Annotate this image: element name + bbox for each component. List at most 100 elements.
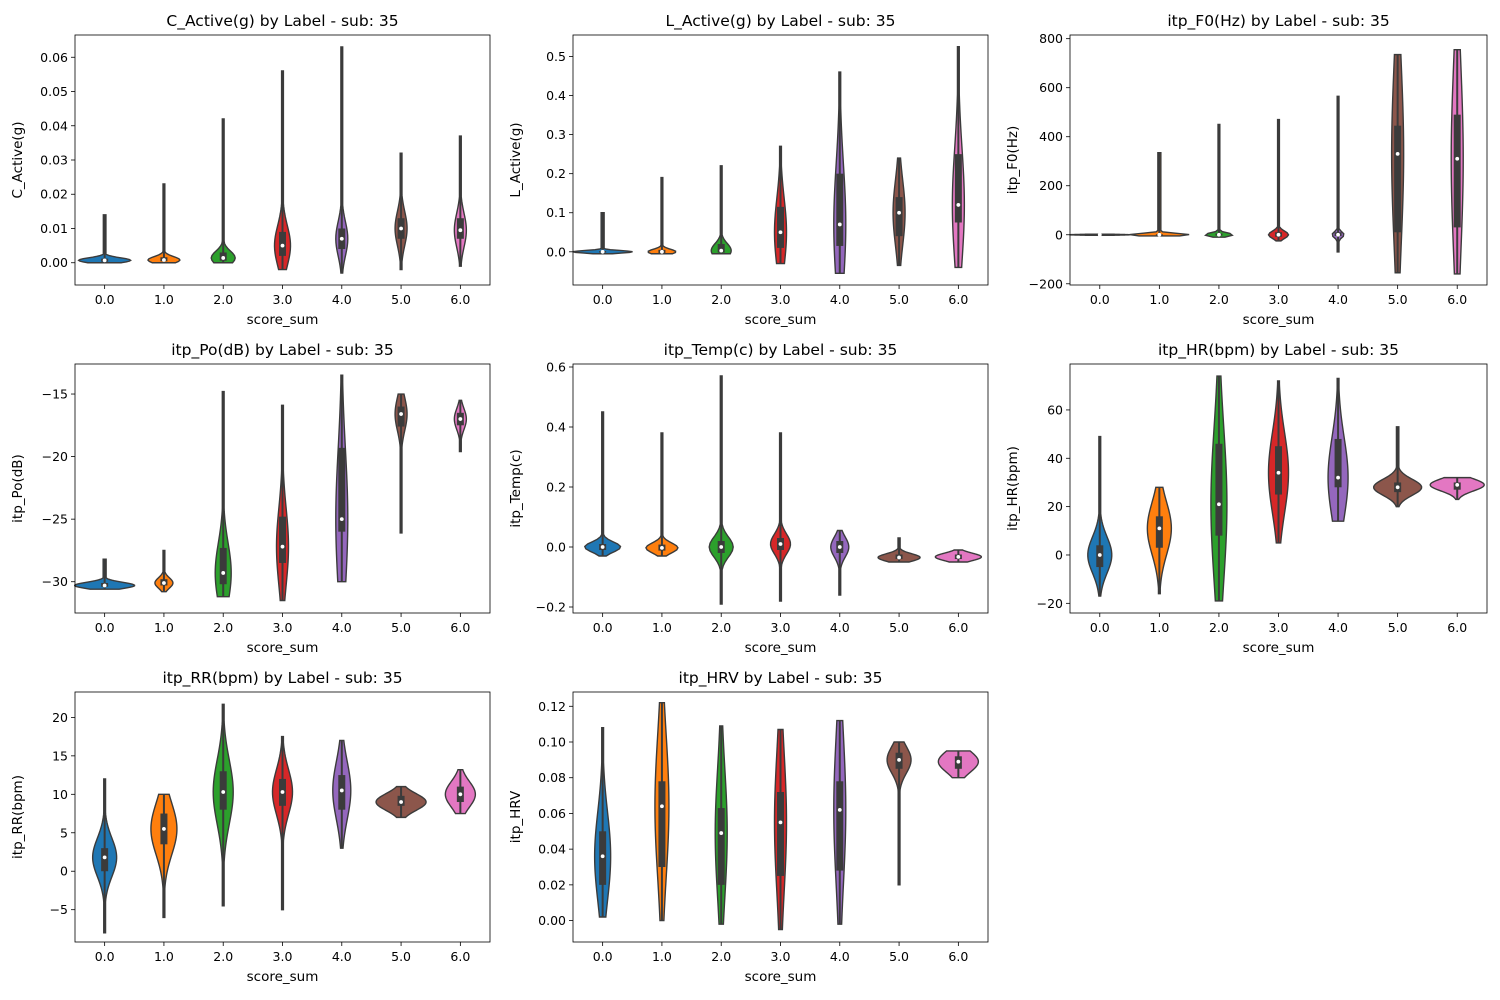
- y-tick-label: 200: [1039, 178, 1063, 193]
- median-dot: [280, 790, 285, 794]
- x-tick-label: 2.0: [1209, 292, 1229, 307]
- median-dot: [280, 243, 285, 248]
- x-tick-label: 3.0: [771, 620, 791, 635]
- y-tick-label: −20: [1037, 596, 1063, 611]
- x-axis-label: score_sum: [745, 312, 817, 328]
- y-tick-label: 10: [52, 787, 68, 802]
- x-tick-label: 2.0: [1209, 620, 1229, 635]
- x-tick-label: 1.0: [1149, 620, 1169, 635]
- subplot-1: C_Active(g) by Label - sub: 35 0.00 0.01 0.…: [10, 12, 491, 328]
- y-tick-label: −20: [42, 449, 68, 464]
- y-tick-label: 0.02: [538, 877, 566, 892]
- y-tick-label: 0.05: [40, 84, 68, 99]
- y-tick-label: 0.0: [546, 244, 566, 259]
- y-tick-label: 0.1: [546, 205, 566, 220]
- x-tick-label: 6.0: [1447, 292, 1467, 307]
- iqr-box: [777, 206, 784, 248]
- median-dot: [1157, 526, 1162, 531]
- subplot-title: itp_Temp(c) by Label - sub: 35: [664, 341, 898, 360]
- iqr-box: [777, 792, 784, 876]
- y-tick-label: 0.4: [546, 420, 566, 435]
- y-tick-label: −15: [42, 387, 68, 402]
- median-dot: [719, 545, 724, 549]
- iqr-box: [219, 547, 227, 585]
- y-tick-label: 0.06: [538, 806, 566, 821]
- y-tick-label: 0.6: [546, 360, 566, 375]
- iqr-box: [658, 781, 666, 867]
- x-tick-label: 1.0: [652, 292, 672, 307]
- median-dot: [600, 854, 605, 859]
- median-dot: [1455, 156, 1460, 161]
- y-tick-label: 0: [1055, 227, 1063, 242]
- x-tick-label: 5.0: [391, 620, 411, 635]
- y-axis-label: itp_Po(dB): [10, 454, 26, 523]
- median-dot: [162, 581, 166, 585]
- subplot-7: itp_RR(bpm) by Label - sub: 35 −5 0 5 10 15 20…: [10, 669, 491, 985]
- y-axis-label: itp_RR(bpm): [10, 775, 26, 859]
- x-tick-label: 6.0: [450, 292, 470, 307]
- x-tick-label: 0.0: [593, 949, 613, 964]
- x-tick-label: 6.0: [450, 949, 470, 964]
- y-tick-label: 0: [1055, 547, 1063, 562]
- y-tick-label: 0.3: [546, 127, 566, 142]
- y-tick-label: 0: [60, 864, 68, 879]
- median-dot: [339, 236, 344, 241]
- x-tick-label: 2.0: [711, 620, 731, 635]
- y-tick-label: −5: [50, 902, 68, 917]
- y-tick-label: 40: [1047, 451, 1063, 466]
- x-tick-label: 1.0: [154, 620, 174, 635]
- x-tick-label: 3.0: [1269, 292, 1289, 307]
- y-tick-label: 0.10: [538, 735, 566, 750]
- x-tick-label: 0.0: [95, 949, 115, 964]
- median-dot: [956, 759, 961, 764]
- median-dot: [837, 545, 842, 549]
- x-tick-label: 6.0: [948, 620, 968, 635]
- x-tick-label: 0.0: [95, 620, 115, 635]
- x-tick-label: 0.0: [593, 292, 613, 307]
- median-dot: [339, 517, 344, 522]
- median-dot: [837, 222, 842, 227]
- x-tick-label: 4.0: [830, 949, 850, 964]
- median-dot: [1276, 470, 1281, 475]
- y-tick-label: 0.04: [40, 118, 68, 133]
- x-tick-label: 5.0: [889, 292, 909, 307]
- y-tick-label: 20: [52, 710, 68, 725]
- median-dot: [458, 228, 463, 233]
- iqr-box: [954, 154, 962, 223]
- y-tick-label: 0.06: [40, 50, 68, 65]
- y-axis-label: itp_Temp(c): [508, 449, 524, 527]
- x-axis-label: score_sum: [745, 969, 817, 985]
- median-dot: [458, 792, 463, 797]
- x-tick-label: 0.0: [95, 292, 115, 307]
- iqr-box: [717, 243, 725, 253]
- y-axis-label: itp_HR(bpm): [1005, 446, 1021, 531]
- iqr-box: [1215, 443, 1223, 536]
- x-tick-label: 5.0: [889, 620, 909, 635]
- y-tick-label: −30: [42, 574, 68, 589]
- median-dot: [660, 804, 664, 809]
- median-dot: [280, 544, 285, 549]
- x-tick-label: 2.0: [213, 620, 233, 635]
- y-tick-label: 0.00: [40, 255, 68, 270]
- y-tick-label: 0.0: [546, 540, 566, 555]
- y-tick-label: 0.5: [546, 49, 566, 64]
- subplot-4: itp_Po(dB) by Label - sub: 35 −30 −25 −20 −1…: [10, 341, 491, 656]
- subplot-title: itp_HR(bpm) by Label - sub: 35: [1158, 341, 1399, 360]
- median-dot: [399, 412, 403, 416]
- subplot-2: L_Active(g) by Label - sub: 35 0.0 0.1 0.2 0…: [508, 12, 989, 328]
- median-dot: [1217, 502, 1221, 507]
- subplot-title: itp_F0(Hz) by Label - sub: 35: [1167, 12, 1389, 31]
- y-tick-label: 0.02: [40, 187, 68, 202]
- subplot-title: itp_HRV by Label - sub: 35: [679, 669, 883, 688]
- iqr-box: [1394, 125, 1402, 233]
- median-dot: [102, 583, 107, 588]
- median-dot: [956, 203, 961, 207]
- y-tick-label: 5: [60, 825, 68, 840]
- x-tick-label: 6.0: [948, 949, 968, 964]
- y-tick-label: 0.00: [538, 913, 566, 928]
- x-tick-label: 4.0: [332, 620, 352, 635]
- iqr-box: [338, 447, 346, 532]
- x-tick-label: 5.0: [391, 292, 411, 307]
- x-tick-label: 6.0: [450, 620, 470, 635]
- median-dot: [956, 555, 961, 559]
